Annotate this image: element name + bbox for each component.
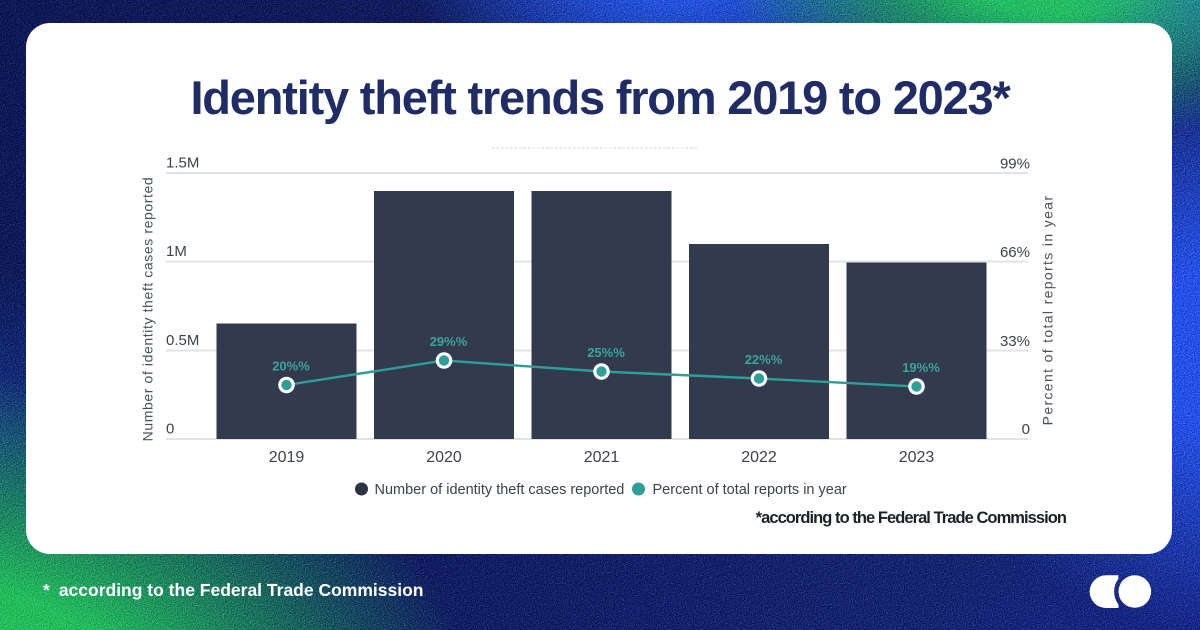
svg-text:66%: 66%	[1000, 244, 1030, 261]
svg-text:20%%: 20%%	[272, 359, 310, 374]
svg-text:0: 0	[1022, 421, 1030, 438]
svg-text:Percent of total reports in ye: Percent of total reports in year	[1040, 195, 1056, 426]
svg-text:33%: 33%	[1000, 333, 1030, 350]
svg-text:2022: 2022	[741, 449, 777, 466]
svg-text:2021: 2021	[584, 449, 620, 466]
svg-text:22%%: 22%%	[745, 352, 783, 367]
svg-text:Number of identity theft cases: Number of identity theft cases reported	[140, 177, 156, 442]
svg-text:2020: 2020	[426, 449, 462, 466]
svg-text:Percent of total reports in ye: Percent of total reports in year	[653, 482, 847, 498]
svg-text:1M: 1M	[166, 243, 187, 260]
svg-text:1.5M: 1.5M	[166, 155, 199, 172]
svg-text:19%%: 19%%	[902, 360, 940, 375]
svg-text:2019: 2019	[269, 449, 305, 466]
svg-text:99%: 99%	[1000, 156, 1030, 173]
svg-text:29%%: 29%%	[430, 334, 468, 349]
svg-text:Number of identity theft cases: Number of identity theft cases reported	[375, 482, 625, 498]
svg-text:0.5M: 0.5M	[166, 332, 199, 349]
svg-text:2023: 2023	[899, 449, 935, 466]
svg-text:25%%: 25%%	[587, 345, 625, 360]
svg-text:*according to the Federal Trad: *according to the Federal Trade Commissi…	[756, 509, 1067, 527]
svg-text:0: 0	[166, 421, 174, 438]
